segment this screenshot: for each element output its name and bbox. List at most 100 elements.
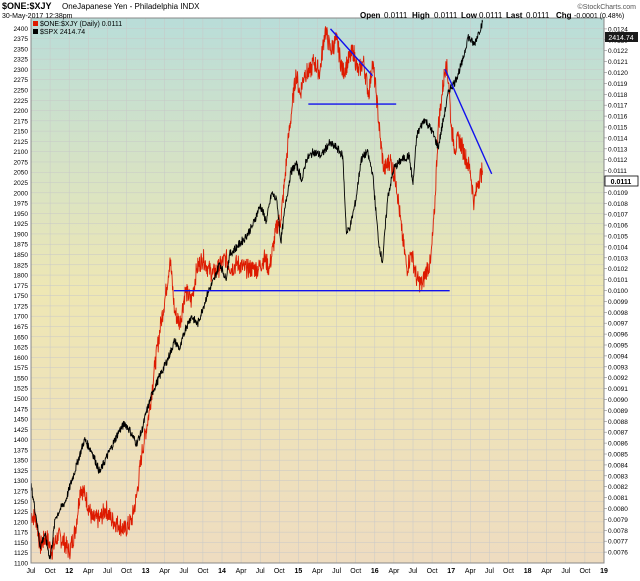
right-axis-tick-label: 0.0105 [608, 234, 628, 241]
trendline [329, 28, 374, 77]
right-axis-tick-label: 0.0124 [608, 26, 628, 33]
yen-series-line [31, 26, 483, 560]
right-axis-tick-label: 0.0101 [608, 277, 628, 284]
left-axis-tick-label: 2200 [14, 108, 29, 115]
left-axis-tick-label: 2300 [14, 67, 29, 74]
x-axis-tick-label: Apr [83, 568, 95, 575]
right-axis-tick-label: 0.0121 [608, 59, 628, 66]
right-axis-tick-label: 0.0092 [608, 375, 628, 382]
trendline-layer [173, 28, 493, 292]
x-axis-tick-label: Jul [256, 568, 265, 575]
left-axis-tick-label: 2225 [14, 98, 29, 105]
high-label: High [412, 11, 430, 20]
x-axis-tick-label: Jul [103, 568, 112, 575]
left-axis-tick-label: 1675 [14, 324, 29, 331]
x-axis-tick-label: Apr [465, 568, 477, 575]
left-axis-tick-label: 1100 [14, 561, 28, 568]
chart-datetime: 30-May-2017 12:38pm [2, 13, 73, 20]
x-axis-tick-label: Apr [541, 568, 553, 575]
chart-symbol: $ONE:$XJY [2, 1, 52, 11]
left-axis-tick-label: 1325 [14, 468, 29, 475]
x-axis-tick-label: Apr [388, 568, 400, 575]
low-value: 0.0111 [479, 11, 503, 20]
right-axis-tick-label: 0.0087 [608, 430, 628, 437]
right-axis-tick-label: 0.0106 [608, 223, 628, 230]
x-axis-tick-label: Jul [409, 568, 418, 575]
right-axis-tick-label: 0.0109 [608, 190, 628, 197]
right-axis-tick-label: 0.0088 [608, 419, 628, 426]
left-axis-tick-label: 1950 [14, 211, 29, 218]
left-axis-tick-label: 1300 [14, 478, 29, 485]
left-axis-tick-label: 1175 [14, 530, 28, 537]
right-axis-tick-label: 0.0108 [608, 201, 628, 208]
left-axis-tick-label: 1375 [14, 447, 29, 454]
legend-swatch-yen [33, 21, 38, 26]
x-axis-tick-label: Oct [197, 568, 208, 575]
left-axis-tick-label: 1850 [14, 252, 29, 259]
right-axis-tick-label: 0.0081 [608, 495, 628, 502]
left-axis-tick-label: 1425 [14, 427, 29, 434]
right-axis-tick-label: 0.0111 [608, 168, 627, 175]
left-axis-tick-label: 1575 [14, 365, 29, 372]
chart-description: OneJapanese Yen - Philadelphia INDX [62, 2, 200, 11]
high-value: 0.0111 [434, 11, 458, 20]
left-axis-tick-label: 2075 [14, 159, 29, 166]
right-axis-tick-label: 0.0118 [608, 92, 628, 99]
left-axis-tick-label: 1650 [14, 334, 29, 341]
low-label: Low [461, 11, 478, 20]
yen-last-badge [604, 175, 639, 187]
left-axis-tick-label: 1350 [14, 458, 29, 465]
spx-last-badge-text: 2414.74 [608, 35, 633, 42]
x-axis-tick-label: Oct [274, 568, 285, 575]
left-axis-tick-label: 1400 [14, 437, 29, 444]
right-axis-tick-label: 0.0082 [608, 484, 628, 491]
left-axis-tick-label: 1925 [14, 221, 29, 228]
left-axis-tick-label: 1625 [14, 345, 29, 352]
left-axis-tick-label: 1750 [14, 293, 29, 300]
right-axis-tick-label: 0.0113 [608, 146, 628, 153]
right-axis-tick-label: 0.0102 [608, 266, 628, 273]
x-axis-tick-label: 12 [65, 568, 73, 575]
x-axis-tick-label: 15 [295, 568, 303, 575]
right-axis-tick-label: 0.0078 [608, 528, 628, 535]
x-axis-tick-label: Jul [27, 568, 36, 575]
x-axis-tick-label: Apr [312, 568, 324, 575]
left-axis-tick-label: 2325 [14, 57, 29, 64]
left-axis-tick-label: 1125 [14, 550, 28, 557]
right-axis-tick-label: 0.0076 [608, 550, 628, 557]
right-axis-tick-label: 0.0104 [608, 244, 628, 251]
left-axis-tick-label: 1725 [14, 303, 29, 310]
left-axis-tick-label: 1150 [14, 540, 28, 547]
right-axis-tick-label: 0.0114 [608, 135, 628, 142]
left-axis-tick-label: 1900 [14, 231, 29, 238]
right-axis-tick-label: 0.0079 [608, 517, 628, 524]
right-axis-tick-label: 0.0103 [608, 255, 628, 262]
x-axis-tick-label: Oct [121, 568, 132, 575]
chg-value: -0.0001 (0.48%) [574, 13, 624, 20]
right-axis-tick-label: 0.0096 [608, 332, 628, 339]
last-label: Last [506, 11, 523, 20]
right-axis-tick-label: 0.0099 [608, 299, 628, 306]
left-axis: 1100 1125 1150 1175 1200 1225 1250 1275 1300 1325… [14, 26, 29, 568]
left-axis-tick-label: 1975 [14, 201, 29, 208]
chg-label: Chg [556, 11, 572, 20]
right-axis-tick-label: 0.0089 [608, 408, 628, 415]
last-value: 0.0111 [526, 11, 550, 20]
open-label: Open [360, 11, 381, 20]
right-axis-tick-label: 0.0095 [608, 343, 628, 350]
right-axis-tick-label: 0.0115 [608, 125, 628, 132]
right-axis-tick-label: 0.0120 [608, 70, 628, 77]
right-axis-tick-label: 0.0085 [608, 452, 628, 459]
legend-swatch-spx [33, 29, 38, 34]
x-axis-tick-label: Oct [579, 568, 590, 575]
spx-series-line [31, 19, 483, 560]
trendline [444, 68, 493, 175]
right-axis-tick-label: 0.0116 [608, 114, 628, 121]
right-axis-tick-label: 0.0107 [608, 212, 628, 219]
left-axis-tick-label: 1875 [14, 242, 29, 249]
x-axis-tick-label: Oct [503, 568, 514, 575]
legend-yen-label: $ONE:$XJY (Daily) 0.0111 [40, 21, 122, 28]
x-axis-tick-label: 18 [524, 568, 532, 575]
right-axis-tick-label: 0.0084 [608, 462, 628, 469]
left-axis-tick-label: 2000 [14, 190, 29, 197]
